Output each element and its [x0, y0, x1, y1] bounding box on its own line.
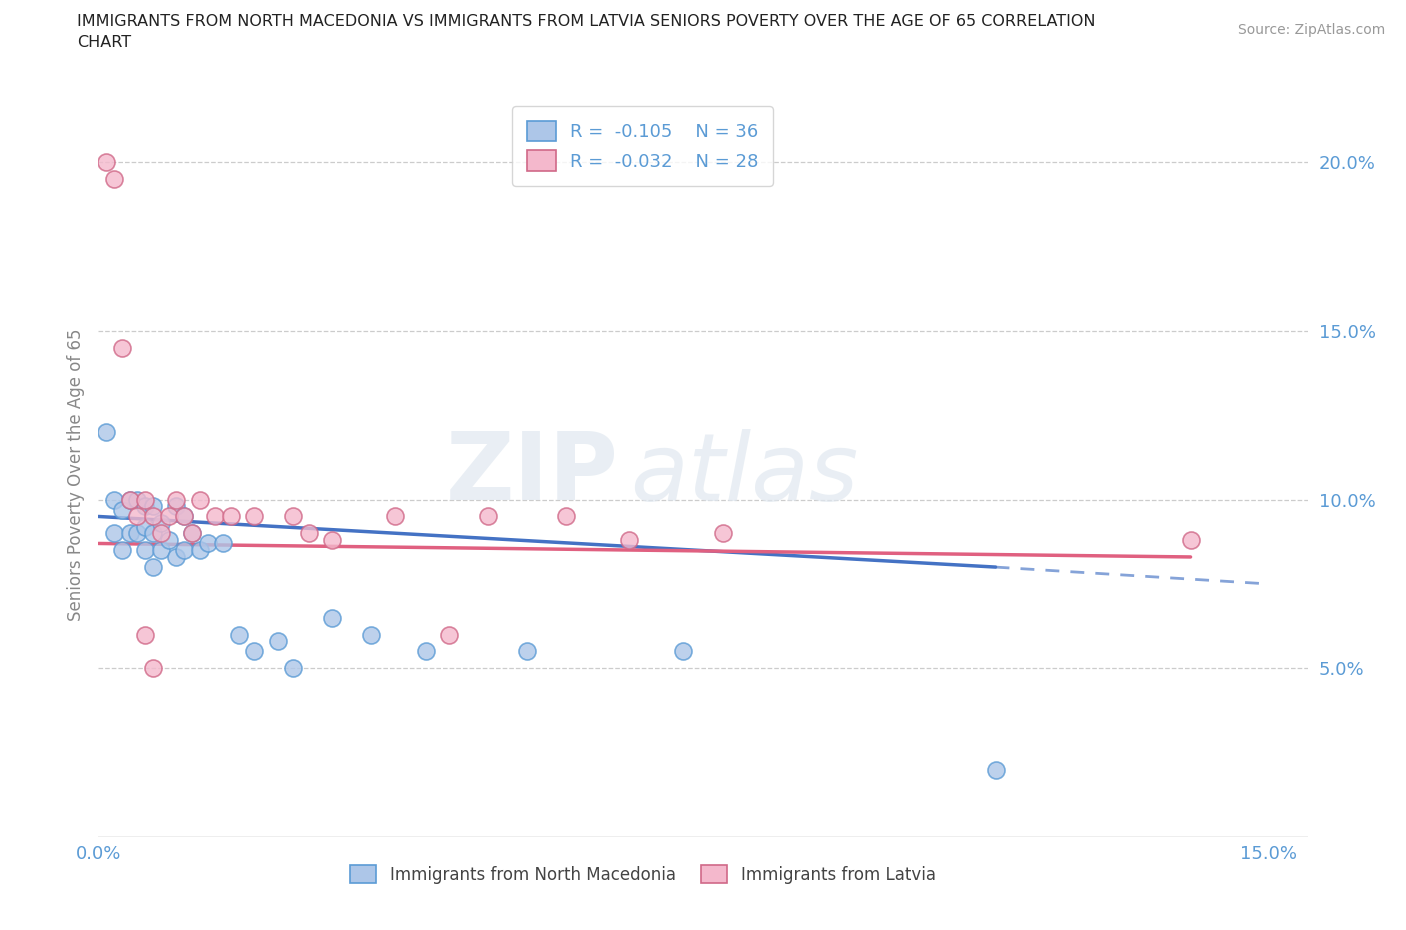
Point: [118, 492, 141, 507]
Point: [127, 509, 149, 524]
Point: [173, 509, 195, 524]
Point: [134, 498, 156, 513]
Point: [711, 525, 734, 540]
Point: [103, 172, 125, 187]
Legend: Immigrants from North Macedonia, Immigrants from Latvia: Immigrants from North Macedonia, Immigra…: [343, 858, 942, 890]
Point: [243, 644, 266, 658]
Point: [173, 543, 195, 558]
Point: [157, 533, 180, 548]
Point: [243, 509, 266, 524]
Point: [283, 661, 305, 676]
Point: [360, 627, 382, 642]
Point: [188, 543, 211, 558]
Point: [415, 644, 437, 658]
Point: [134, 519, 156, 534]
Point: [204, 509, 226, 524]
Point: [157, 509, 180, 524]
Point: [516, 644, 538, 658]
Point: [134, 627, 156, 642]
Point: [477, 509, 499, 524]
Point: [118, 492, 141, 507]
Point: [321, 610, 343, 625]
Point: [165, 550, 187, 565]
Point: [127, 525, 149, 540]
Point: [111, 543, 134, 558]
Text: ZIP: ZIP: [446, 429, 619, 520]
Point: [181, 525, 204, 540]
Point: [142, 509, 165, 524]
Point: [165, 498, 187, 513]
Point: [384, 509, 406, 524]
Point: [439, 627, 461, 642]
Point: [321, 533, 343, 548]
Point: [617, 533, 640, 548]
Point: [188, 492, 211, 507]
Point: [298, 525, 321, 540]
Point: [111, 340, 134, 355]
Point: [96, 154, 118, 169]
Text: Source: ZipAtlas.com: Source: ZipAtlas.com: [1237, 23, 1385, 37]
Point: [142, 661, 165, 676]
Text: IMMIGRANTS FROM NORTH MACEDONIA VS IMMIGRANTS FROM LATVIA SENIORS POVERTY OVER T: IMMIGRANTS FROM NORTH MACEDONIA VS IMMIG…: [77, 14, 1095, 29]
Point: [173, 509, 195, 524]
Point: [127, 492, 149, 507]
Point: [212, 536, 235, 551]
Point: [555, 509, 578, 524]
Point: [103, 492, 125, 507]
Point: [118, 525, 141, 540]
Point: [672, 644, 695, 658]
Point: [134, 543, 156, 558]
Point: [103, 525, 125, 540]
Point: [197, 536, 219, 551]
Point: [219, 509, 242, 524]
Text: CHART: CHART: [77, 35, 131, 50]
Point: [142, 525, 165, 540]
Point: [181, 525, 204, 540]
Point: [267, 634, 290, 649]
Point: [142, 560, 165, 575]
Point: [283, 509, 305, 524]
Point: [165, 492, 187, 507]
Point: [984, 762, 1007, 777]
Point: [149, 525, 172, 540]
Point: [149, 543, 172, 558]
Point: [134, 492, 156, 507]
Point: [96, 425, 118, 440]
Point: [142, 498, 165, 513]
Point: [228, 627, 250, 642]
Point: [149, 516, 172, 531]
Point: [111, 502, 134, 517]
Text: atlas: atlas: [630, 429, 859, 520]
Point: [1180, 533, 1202, 548]
Y-axis label: Seniors Poverty Over the Age of 65: Seniors Poverty Over the Age of 65: [66, 328, 84, 620]
